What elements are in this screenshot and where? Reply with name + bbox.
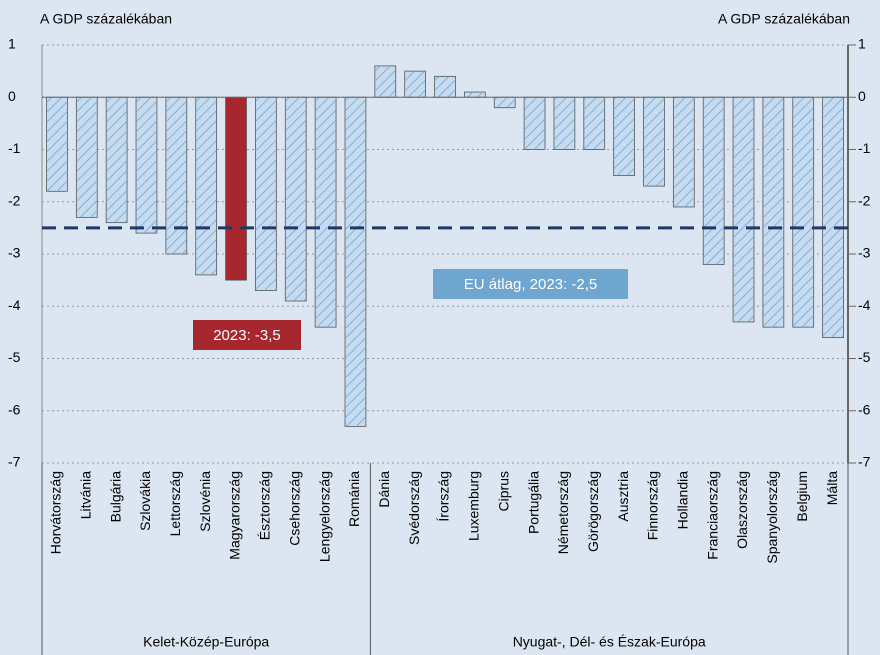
y2-axis-label: A GDP százalékában xyxy=(718,11,850,27)
bar-hatch xyxy=(315,97,337,328)
bar-hatch xyxy=(374,65,396,98)
x-tick-label: Spanyolország xyxy=(764,471,780,564)
group-label: Kelet-Közép-Európa xyxy=(143,634,269,650)
y-axis-label: A GDP százalékában xyxy=(40,11,172,27)
bar-hatch xyxy=(434,76,456,98)
y-tick-label: -1 xyxy=(8,140,21,156)
x-tick-label: Görögország xyxy=(585,471,601,552)
x-tick-label: Olaszország xyxy=(734,471,750,549)
bar-hatch xyxy=(703,97,725,265)
bar-hatch xyxy=(524,97,546,150)
x-tick-label: Svédország xyxy=(406,471,422,545)
bar-hatch xyxy=(673,97,695,207)
bar-hatch xyxy=(106,97,128,223)
y2-tick-label: -6 xyxy=(858,401,871,417)
bar-hatch xyxy=(494,97,516,108)
annotation: 2023: -3,5 xyxy=(213,327,281,344)
annotation-box xyxy=(433,269,628,299)
x-tick-label: Lengyelország xyxy=(316,471,332,562)
x-tick-label: Horvátország xyxy=(48,471,64,554)
x-tick-label: Luxemburg xyxy=(466,471,482,541)
bar-hatch xyxy=(344,97,366,427)
bar-hatch xyxy=(464,92,486,98)
x-tick-label: Észtország xyxy=(257,471,273,540)
x-tick-label: Csehország xyxy=(286,471,302,546)
bar-hatch xyxy=(136,97,157,234)
y-tick-label: -2 xyxy=(8,192,21,208)
x-tick-label: Litvánia xyxy=(77,471,93,519)
bar-hatch xyxy=(46,97,68,192)
bar-hatch xyxy=(792,97,814,328)
x-tick-label: Dánia xyxy=(376,471,392,508)
y-tick-label: -7 xyxy=(8,454,21,470)
x-tick-label: Németország xyxy=(555,471,571,554)
annotation: EU átlag, 2023: -2,5 xyxy=(464,276,597,293)
y-tick-label: -4 xyxy=(8,297,21,313)
x-tick-label: Portugália xyxy=(525,471,541,534)
group-label: Nyugat-, Dél- és Észak-Európa xyxy=(513,634,706,650)
bar-hatch xyxy=(613,97,635,176)
y-tick-label: 1 xyxy=(8,36,16,52)
x-tick-label: Írország xyxy=(436,471,452,522)
bar-hatch xyxy=(76,97,98,218)
y2-tick-label: -4 xyxy=(858,297,871,313)
x-tick-label: Bulgária xyxy=(107,471,123,523)
bar-hatch xyxy=(285,97,307,302)
bar-hatch xyxy=(583,97,605,150)
x-tick-label: Finnország xyxy=(645,471,661,540)
bar-hatch xyxy=(255,97,277,291)
y-tick-label: 0 xyxy=(8,88,16,104)
x-tick-label: Magyarország xyxy=(227,471,243,560)
x-tick-label: Franciaország xyxy=(704,471,720,560)
bar-hatch xyxy=(733,97,754,322)
x-tick-label: Málta xyxy=(824,471,840,505)
y2-tick-label: -3 xyxy=(858,245,871,261)
y-tick-label: -3 xyxy=(8,245,21,261)
bar xyxy=(225,96,247,281)
x-tick-label: Ausztria xyxy=(615,471,631,522)
y2-tick-label: 0 xyxy=(858,88,866,104)
y-tick-label: -5 xyxy=(8,349,21,365)
y-tick-label: -6 xyxy=(8,401,21,417)
x-tick-label: Belgium xyxy=(794,471,810,522)
y2-tick-label: -7 xyxy=(858,454,871,470)
x-tick-label: Lettország xyxy=(167,471,183,536)
bar-hatch xyxy=(404,71,426,98)
bar-hatch xyxy=(822,97,844,338)
bar-hatch xyxy=(553,97,575,150)
bar-hatch xyxy=(195,97,217,275)
y2-tick-label: -5 xyxy=(858,349,871,365)
x-tick-label: Szlovénia xyxy=(197,471,213,532)
x-tick-label: Szlovákia xyxy=(137,471,153,531)
bar-hatch xyxy=(762,97,784,328)
y2-tick-label: 1 xyxy=(858,36,866,52)
annotation-box xyxy=(193,320,301,350)
bar-hatch xyxy=(643,97,665,187)
bar-hatch xyxy=(165,97,187,254)
x-tick-label: Hollandia xyxy=(675,471,691,530)
y2-tick-label: -1 xyxy=(858,140,871,156)
x-tick-label: Románia xyxy=(346,471,362,527)
y2-tick-label: -2 xyxy=(858,192,871,208)
x-tick-label: Ciprus xyxy=(495,471,511,511)
